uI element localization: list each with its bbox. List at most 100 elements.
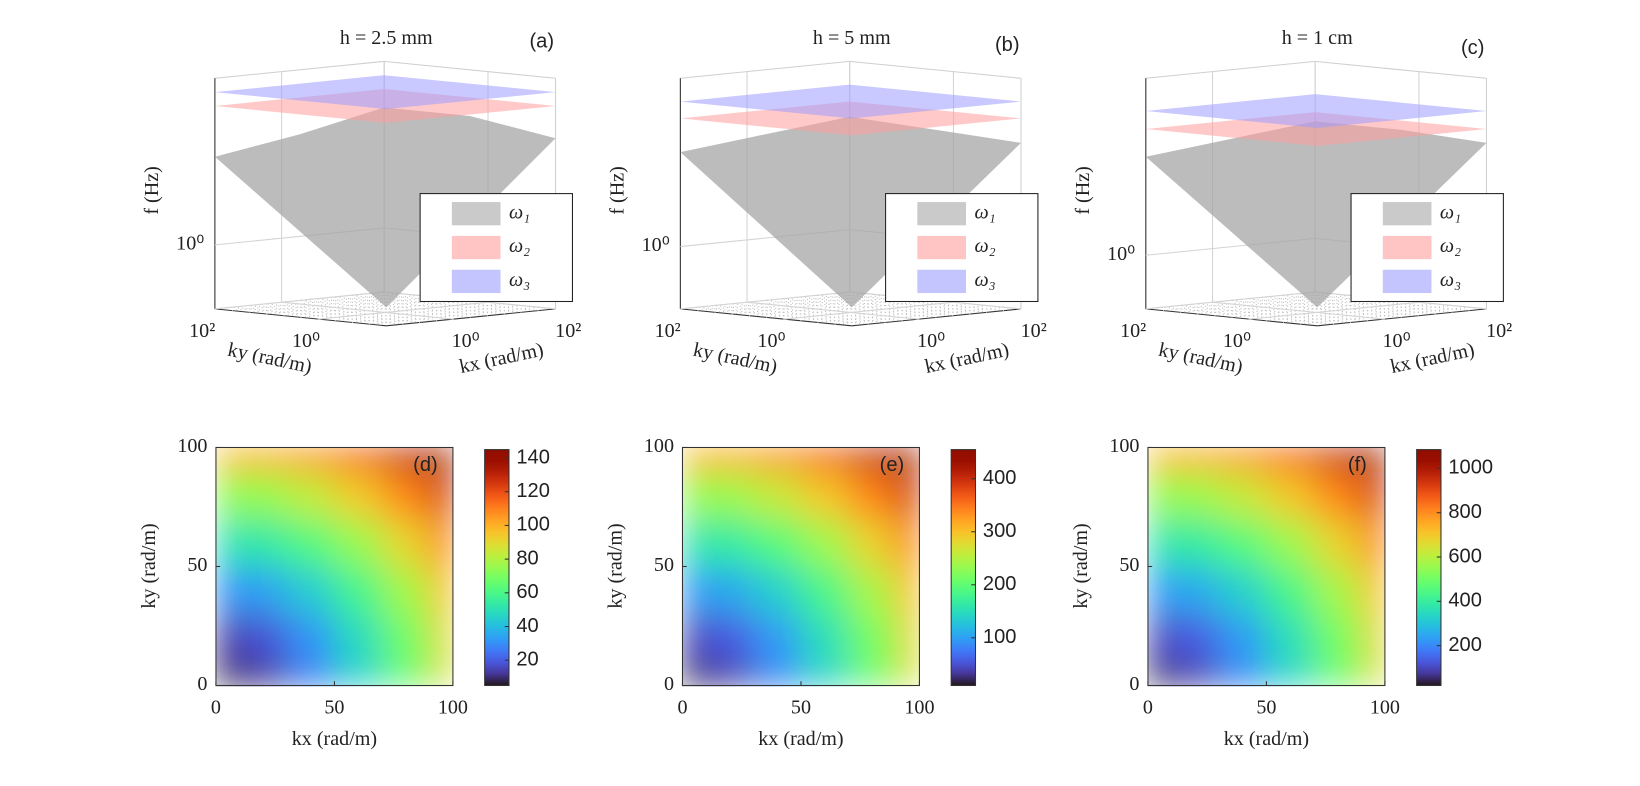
heatmap-cell xyxy=(682,471,707,520)
heatmap-cell xyxy=(895,566,920,615)
heatmap-cell xyxy=(1171,614,1220,663)
heatmap-cell xyxy=(1361,614,1386,663)
colorbar-tick-label: 200 xyxy=(983,573,1017,595)
heatmap-cell xyxy=(753,518,802,568)
colorbar-tick-label: 40 xyxy=(516,615,538,637)
heatmap-cell xyxy=(800,447,849,472)
x-tick-label: 0 xyxy=(211,696,221,718)
floor-grid xyxy=(300,299,470,318)
floor-grid xyxy=(1180,294,1350,313)
heatmap-cell xyxy=(287,471,335,520)
floor-grid xyxy=(748,298,919,317)
panel-label: (b) xyxy=(995,34,1020,56)
heatmap-cell xyxy=(215,661,241,687)
panel-label: (a) xyxy=(530,31,555,53)
chart-title: h = 5 mm xyxy=(813,27,891,49)
colorbar-tick-label: 20 xyxy=(516,649,538,671)
heatmap-cell xyxy=(1147,471,1173,520)
y-tick-label: 0 xyxy=(1129,673,1139,695)
heatmap-cell xyxy=(381,471,430,520)
heatmap-cell xyxy=(1266,471,1315,520)
floor-grid xyxy=(283,298,453,317)
legend-label: ω₃ xyxy=(509,269,530,291)
floor-grid xyxy=(731,296,902,315)
heatmap-cell xyxy=(429,614,454,663)
heatmap-cell xyxy=(381,566,430,615)
heatmap-cell xyxy=(287,566,335,615)
y-tick-label: 50 xyxy=(654,554,674,576)
heatmap-cell xyxy=(1266,447,1315,472)
y-tick-label: 50 xyxy=(187,554,207,576)
heatmap-cell xyxy=(429,566,454,615)
legend-label: ω₁ xyxy=(509,201,530,223)
heatmap-cell xyxy=(239,614,288,663)
heatmap-cell xyxy=(682,518,707,568)
heatmap-cell xyxy=(1219,447,1267,472)
heatmap-cells xyxy=(1147,447,1386,687)
surface xyxy=(1145,112,1487,146)
x-axis-label: kx (rad/m) xyxy=(758,728,843,750)
z-axis-label: f (Hz) xyxy=(607,166,629,214)
heatmap-cell xyxy=(1313,661,1362,687)
heatmap-cell xyxy=(215,614,241,663)
heatmap-cell xyxy=(682,566,707,615)
legend-label: ω₂ xyxy=(974,235,995,257)
heatmap-cell xyxy=(334,471,383,520)
heatmap-cell xyxy=(429,661,454,687)
legend-swatch xyxy=(917,235,966,260)
heatmap-cell xyxy=(334,661,383,687)
heatmap-cell xyxy=(800,661,849,687)
y-tick-label: 100 xyxy=(177,435,207,457)
heatmap-cell xyxy=(429,471,454,520)
heatmap-cell xyxy=(848,471,897,520)
box-edge xyxy=(849,60,1022,79)
floor-grid xyxy=(249,294,419,313)
colorbar-tick-label: 80 xyxy=(516,547,538,569)
colorbar-tick-label: 100 xyxy=(983,626,1017,648)
heatmap-cell xyxy=(381,518,430,568)
heatmap-cells xyxy=(682,447,920,687)
panel-label: (d) xyxy=(413,454,438,476)
heatmap-cell xyxy=(1313,614,1362,663)
x-tick-label: 10² xyxy=(1021,320,1047,342)
colorbar-tick-label: 800 xyxy=(1448,501,1482,523)
heatmap-cell xyxy=(239,661,288,687)
y-tick-label: 10⁰ xyxy=(757,330,785,352)
heatmap-cell xyxy=(1171,471,1220,520)
x-tick-label: 10² xyxy=(555,320,581,342)
y-axis-label: ky (rad/m) xyxy=(138,523,160,608)
panel-heatmap: 0 50 100 0 50 100 (e) kx (rad/m) ky (rad/m) 100 20… xyxy=(604,435,1016,750)
colorbar-tick-label: 120 xyxy=(516,480,550,502)
heatmap-cell xyxy=(895,518,920,568)
x-tick-label: 10⁰ xyxy=(917,330,945,352)
x-axis-label: kx (rad/m) xyxy=(292,728,377,750)
y-tick-label: 10² xyxy=(1120,320,1146,342)
heatmap-cell xyxy=(706,614,755,663)
floor-grid xyxy=(1162,293,1333,312)
y-tick-label: 100 xyxy=(1109,435,1139,457)
legend-label: ω₂ xyxy=(509,235,530,257)
y-tick-label: 10⁰ xyxy=(1223,330,1251,352)
heatmap-cell xyxy=(215,447,241,472)
heatmap-cell xyxy=(287,614,335,663)
floor-grid xyxy=(1231,299,1401,318)
legend-swatch xyxy=(451,202,501,226)
heatmap-cell xyxy=(381,661,430,687)
x-tick-label: 50 xyxy=(791,696,811,718)
heatmap-cell xyxy=(1361,518,1386,568)
x-tick-label: 0 xyxy=(677,696,687,718)
legend-label: ω₁ xyxy=(974,201,995,223)
x-tick-label: 50 xyxy=(324,696,344,718)
colorbar xyxy=(950,449,977,687)
x-tick-label: 10² xyxy=(1486,320,1512,342)
heatmap-cell xyxy=(682,447,707,472)
y-tick-label: 10² xyxy=(189,320,215,342)
surface xyxy=(1145,121,1487,308)
heatmap-cell xyxy=(1219,614,1267,663)
heatmap-cell xyxy=(381,447,430,472)
heatmap-cell xyxy=(239,518,288,568)
